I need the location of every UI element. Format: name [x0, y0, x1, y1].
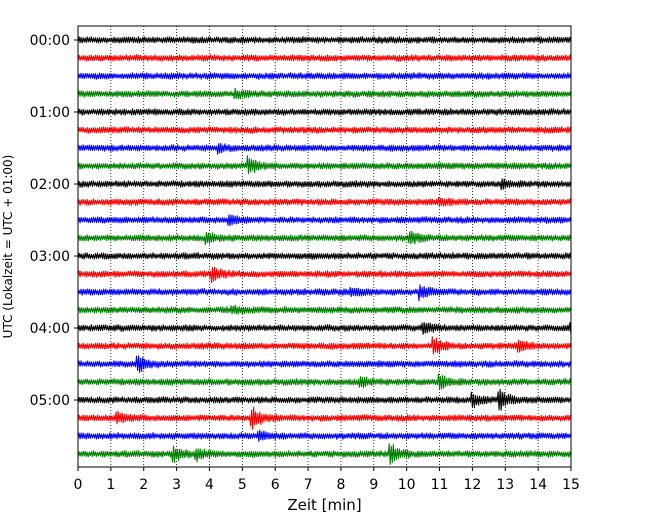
trace-01:30 [77, 142, 572, 155]
y-axis-ticks: 00:00 01:00 02:00 03:00 04:00 05:00 [30, 33, 78, 409]
trace-02:00 [77, 178, 572, 191]
y-tick-label: 02:00 [30, 177, 70, 193]
trace-00:00 [77, 36, 572, 44]
x-axis-label: Zeit [min] [287, 496, 361, 514]
trace-03:00 [77, 252, 572, 260]
y-tick-label: 01:00 [30, 105, 70, 121]
x-tick-label: 2 [139, 477, 148, 493]
x-tick-label: 12 [463, 477, 481, 493]
y-tick-label: 04:00 [30, 321, 70, 337]
y-tick-label: 05:00 [30, 393, 70, 409]
x-tick-label: 15 [562, 477, 580, 493]
trace-03:15 [77, 266, 572, 284]
x-tick-label: 11 [431, 477, 449, 493]
trace-05:15 [77, 406, 572, 430]
x-tick-label: 0 [74, 477, 83, 493]
x-tick-label: 1 [106, 477, 115, 493]
x-tick-label: 14 [529, 477, 547, 493]
y-tick-label: 00:00 [30, 33, 70, 49]
x-tick-label: 5 [238, 477, 247, 493]
trace-00:45 [77, 87, 572, 100]
x-tick-label: 4 [205, 477, 214, 493]
x-tick-label: 7 [304, 477, 313, 493]
trace-04:15 [77, 336, 572, 355]
y-tick-label: 03:00 [30, 249, 70, 265]
x-tick-label: 13 [496, 477, 514, 493]
trace-00:30 [77, 72, 572, 80]
trace-02:15 [77, 196, 572, 207]
x-tick-label: 6 [271, 477, 280, 493]
trace-02:30 [77, 214, 572, 227]
trace-03:30 [77, 284, 572, 302]
trace-04:00 [77, 321, 572, 335]
trace-01:15 [77, 126, 572, 134]
trace-04:45 [77, 373, 572, 390]
trace-00:15 [77, 54, 572, 62]
x-tick-label: 8 [336, 477, 345, 493]
x-tick-label: 3 [172, 477, 181, 493]
plot-frame [77, 25, 572, 468]
x-tick-label: 9 [369, 477, 378, 493]
y-axis-label: UTC (Lokalzeit = UTC + 01:00) [1, 155, 15, 339]
trace-01:45 [77, 155, 572, 175]
trace-03:45 [77, 304, 572, 315]
trace-05:00 [77, 388, 572, 411]
seismic-traces [77, 36, 572, 465]
trace-04:30 [77, 355, 572, 374]
trace-02:45 [77, 230, 572, 246]
x-axis-ticks: 0 1 2 3 4 5 6 7 8 9 10 11 12 13 14 15 [74, 467, 580, 493]
trace-05:45 [77, 443, 572, 465]
trace-01:00 [77, 108, 572, 116]
x-tick-label: 10 [398, 477, 416, 493]
trace-05:30 [77, 429, 572, 442]
